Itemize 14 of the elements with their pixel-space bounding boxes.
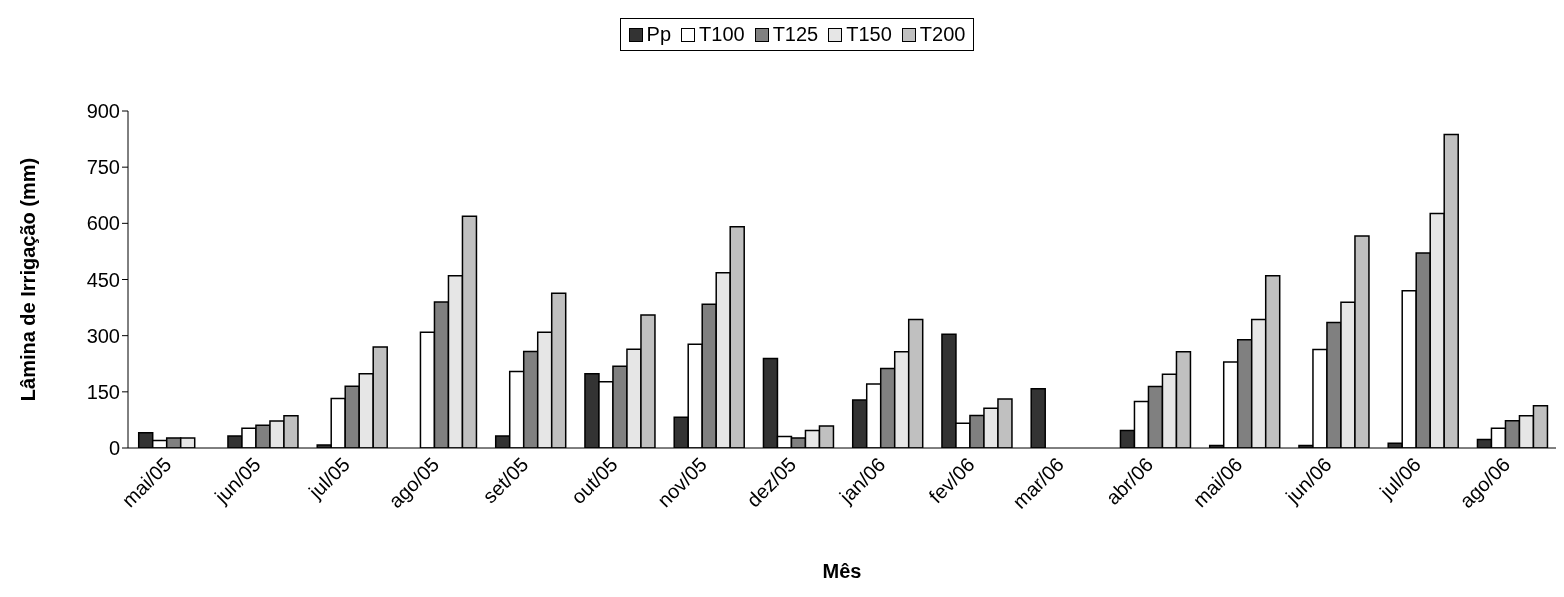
legend-label: T125 xyxy=(771,23,819,46)
x-axis-title: Mês xyxy=(822,560,862,582)
legend-label: T200 xyxy=(918,23,966,46)
y-tick-label: 600 xyxy=(86,212,120,235)
y-axis-title: Lâmina de Irrigação (mm) xyxy=(17,157,40,402)
y-tick-label: 900 xyxy=(86,100,120,123)
legend-label: T100 xyxy=(698,23,745,46)
y-tick-label: 0 xyxy=(108,437,120,460)
y-tick-label: 150 xyxy=(86,380,120,403)
legend-label: T150 xyxy=(845,23,892,46)
legend-label: Pp xyxy=(645,23,672,46)
y-tick-label: 450 xyxy=(86,268,120,291)
y-tick-label: 300 xyxy=(86,324,120,347)
y-tick-label: 750 xyxy=(86,156,120,179)
